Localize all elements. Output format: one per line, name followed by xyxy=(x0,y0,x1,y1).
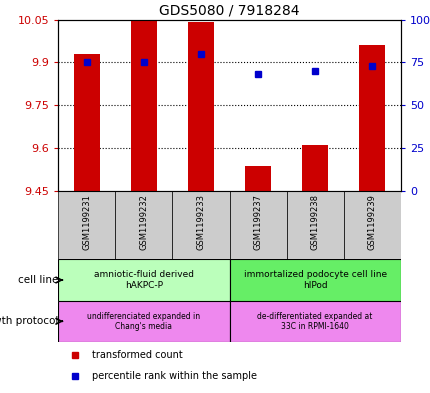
Text: GSM1199237: GSM1199237 xyxy=(253,194,262,250)
Bar xyxy=(229,301,400,342)
Text: de-differentiated expanded at
33C in RPMI-1640: de-differentiated expanded at 33C in RPM… xyxy=(257,312,372,331)
Bar xyxy=(343,191,400,259)
Text: immortalized podocyte cell line
hIPod: immortalized podocyte cell line hIPod xyxy=(243,270,386,290)
Bar xyxy=(286,191,343,259)
Bar xyxy=(172,191,229,259)
Bar xyxy=(359,45,384,191)
Text: growth protocol: growth protocol xyxy=(0,316,58,326)
Text: GSM1199238: GSM1199238 xyxy=(310,194,319,250)
Bar xyxy=(74,54,99,191)
Bar xyxy=(131,21,157,191)
Bar xyxy=(301,145,327,191)
Bar xyxy=(187,22,213,191)
Title: GDS5080 / 7918284: GDS5080 / 7918284 xyxy=(159,3,299,17)
Text: GSM1199233: GSM1199233 xyxy=(196,194,205,250)
Bar xyxy=(58,301,229,342)
Bar xyxy=(58,191,115,259)
Text: GSM1199232: GSM1199232 xyxy=(139,194,148,250)
Bar xyxy=(115,191,172,259)
Text: percentile rank within the sample: percentile rank within the sample xyxy=(92,371,257,381)
Text: undifferenciated expanded in
Chang's media: undifferenciated expanded in Chang's med… xyxy=(87,312,200,331)
Bar xyxy=(229,191,286,259)
Bar xyxy=(58,259,229,301)
Text: GSM1199239: GSM1199239 xyxy=(367,194,376,250)
Text: cell line: cell line xyxy=(18,275,58,285)
Bar xyxy=(229,259,400,301)
Text: transformed count: transformed count xyxy=(92,350,183,360)
Bar xyxy=(245,166,270,191)
Text: amniotic-fluid derived
hAKPC-P: amniotic-fluid derived hAKPC-P xyxy=(94,270,194,290)
Text: GSM1199231: GSM1199231 xyxy=(82,194,91,250)
